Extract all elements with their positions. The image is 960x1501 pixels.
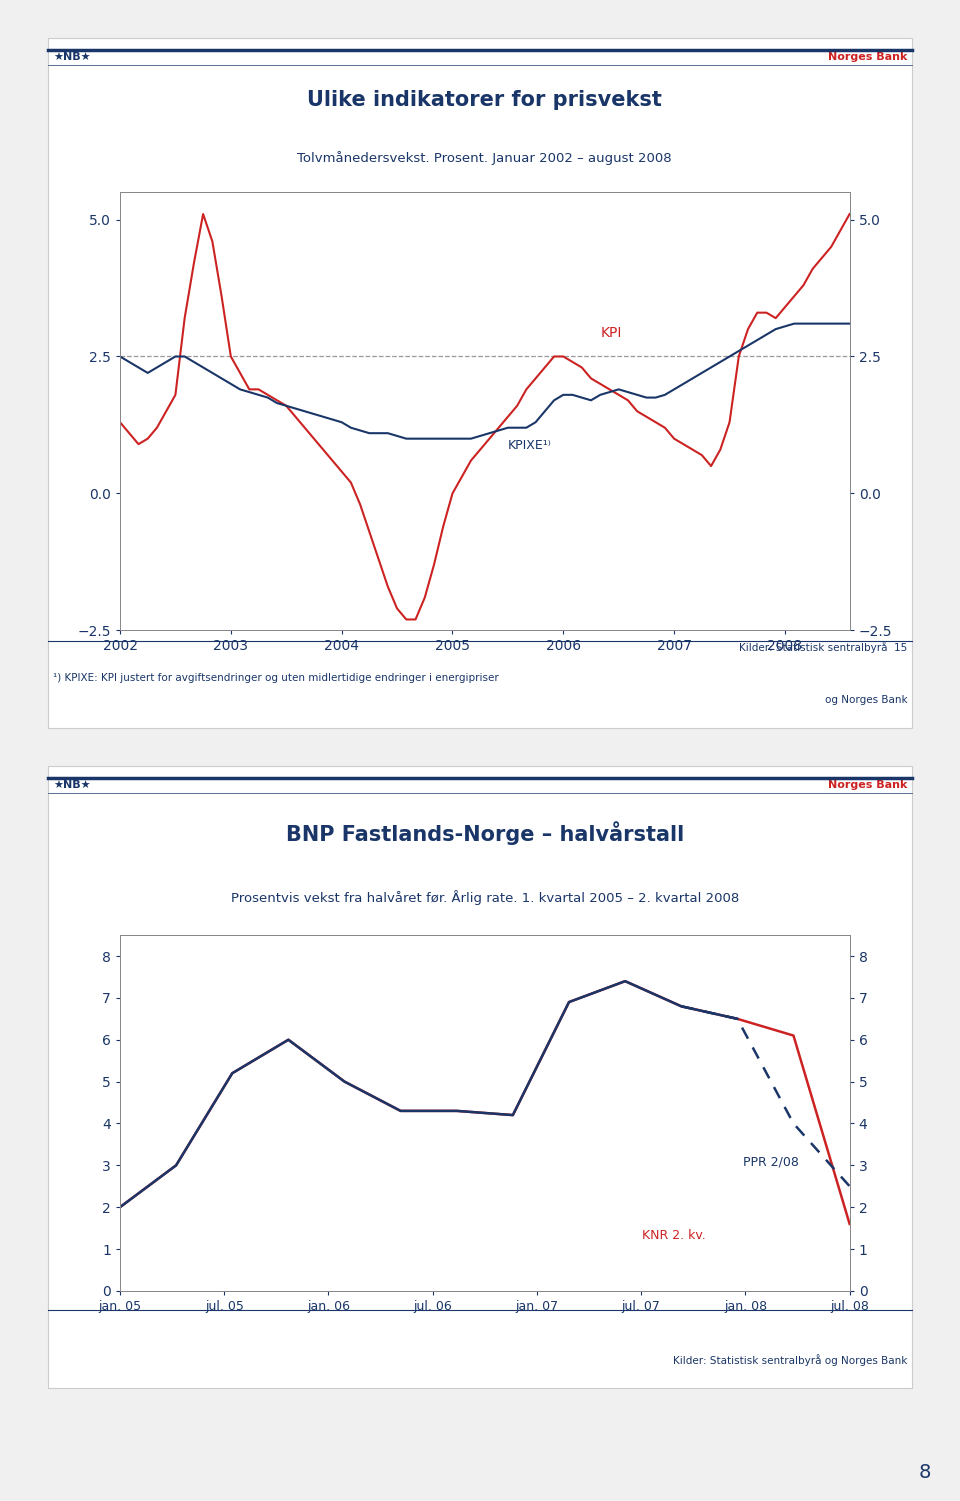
Text: Kilder: Statistisk sentralbyrå og Norges Bank: Kilder: Statistisk sentralbyrå og Norges… (673, 1354, 907, 1366)
Text: ★NB★: ★NB★ (53, 53, 90, 62)
Text: BNP Fastlands-Norge – halvårstall: BNP Fastlands-Norge – halvårstall (286, 821, 684, 845)
Text: KNR 2. kv.: KNR 2. kv. (642, 1228, 706, 1241)
Text: ¹) KPIXE: KPI justert for avgiftsendringer og uten midlertidige endringer i ener: ¹) KPIXE: KPI justert for avgiftsendring… (53, 672, 498, 683)
Text: PPR 2/08: PPR 2/08 (743, 1156, 799, 1168)
Text: Norges Bank: Norges Bank (828, 781, 907, 790)
Text: Tolvmånedersvekst. Prosent. Januar 2002 – august 2008: Tolvmånedersvekst. Prosent. Januar 2002 … (298, 152, 672, 165)
Text: KPIXE¹⁾: KPIXE¹⁾ (508, 438, 552, 452)
Text: Prosentvis vekst fra halvåret før. Årlig rate. 1. kvartal 2005 – 2. kvartal 2008: Prosentvis vekst fra halvåret før. Årlig… (230, 890, 739, 905)
Text: og Norges Bank: og Norges Bank (825, 695, 907, 705)
Text: Ulike indikatorer for prisvekst: Ulike indikatorer for prisvekst (307, 90, 662, 110)
Text: ★NB★: ★NB★ (53, 781, 90, 790)
Text: Norges Bank: Norges Bank (828, 53, 907, 62)
Text: KPI: KPI (600, 326, 622, 341)
Text: 8: 8 (919, 1463, 931, 1483)
Text: Kilder: Statistisk sentralbyrå  15: Kilder: Statistisk sentralbyrå 15 (739, 641, 907, 653)
